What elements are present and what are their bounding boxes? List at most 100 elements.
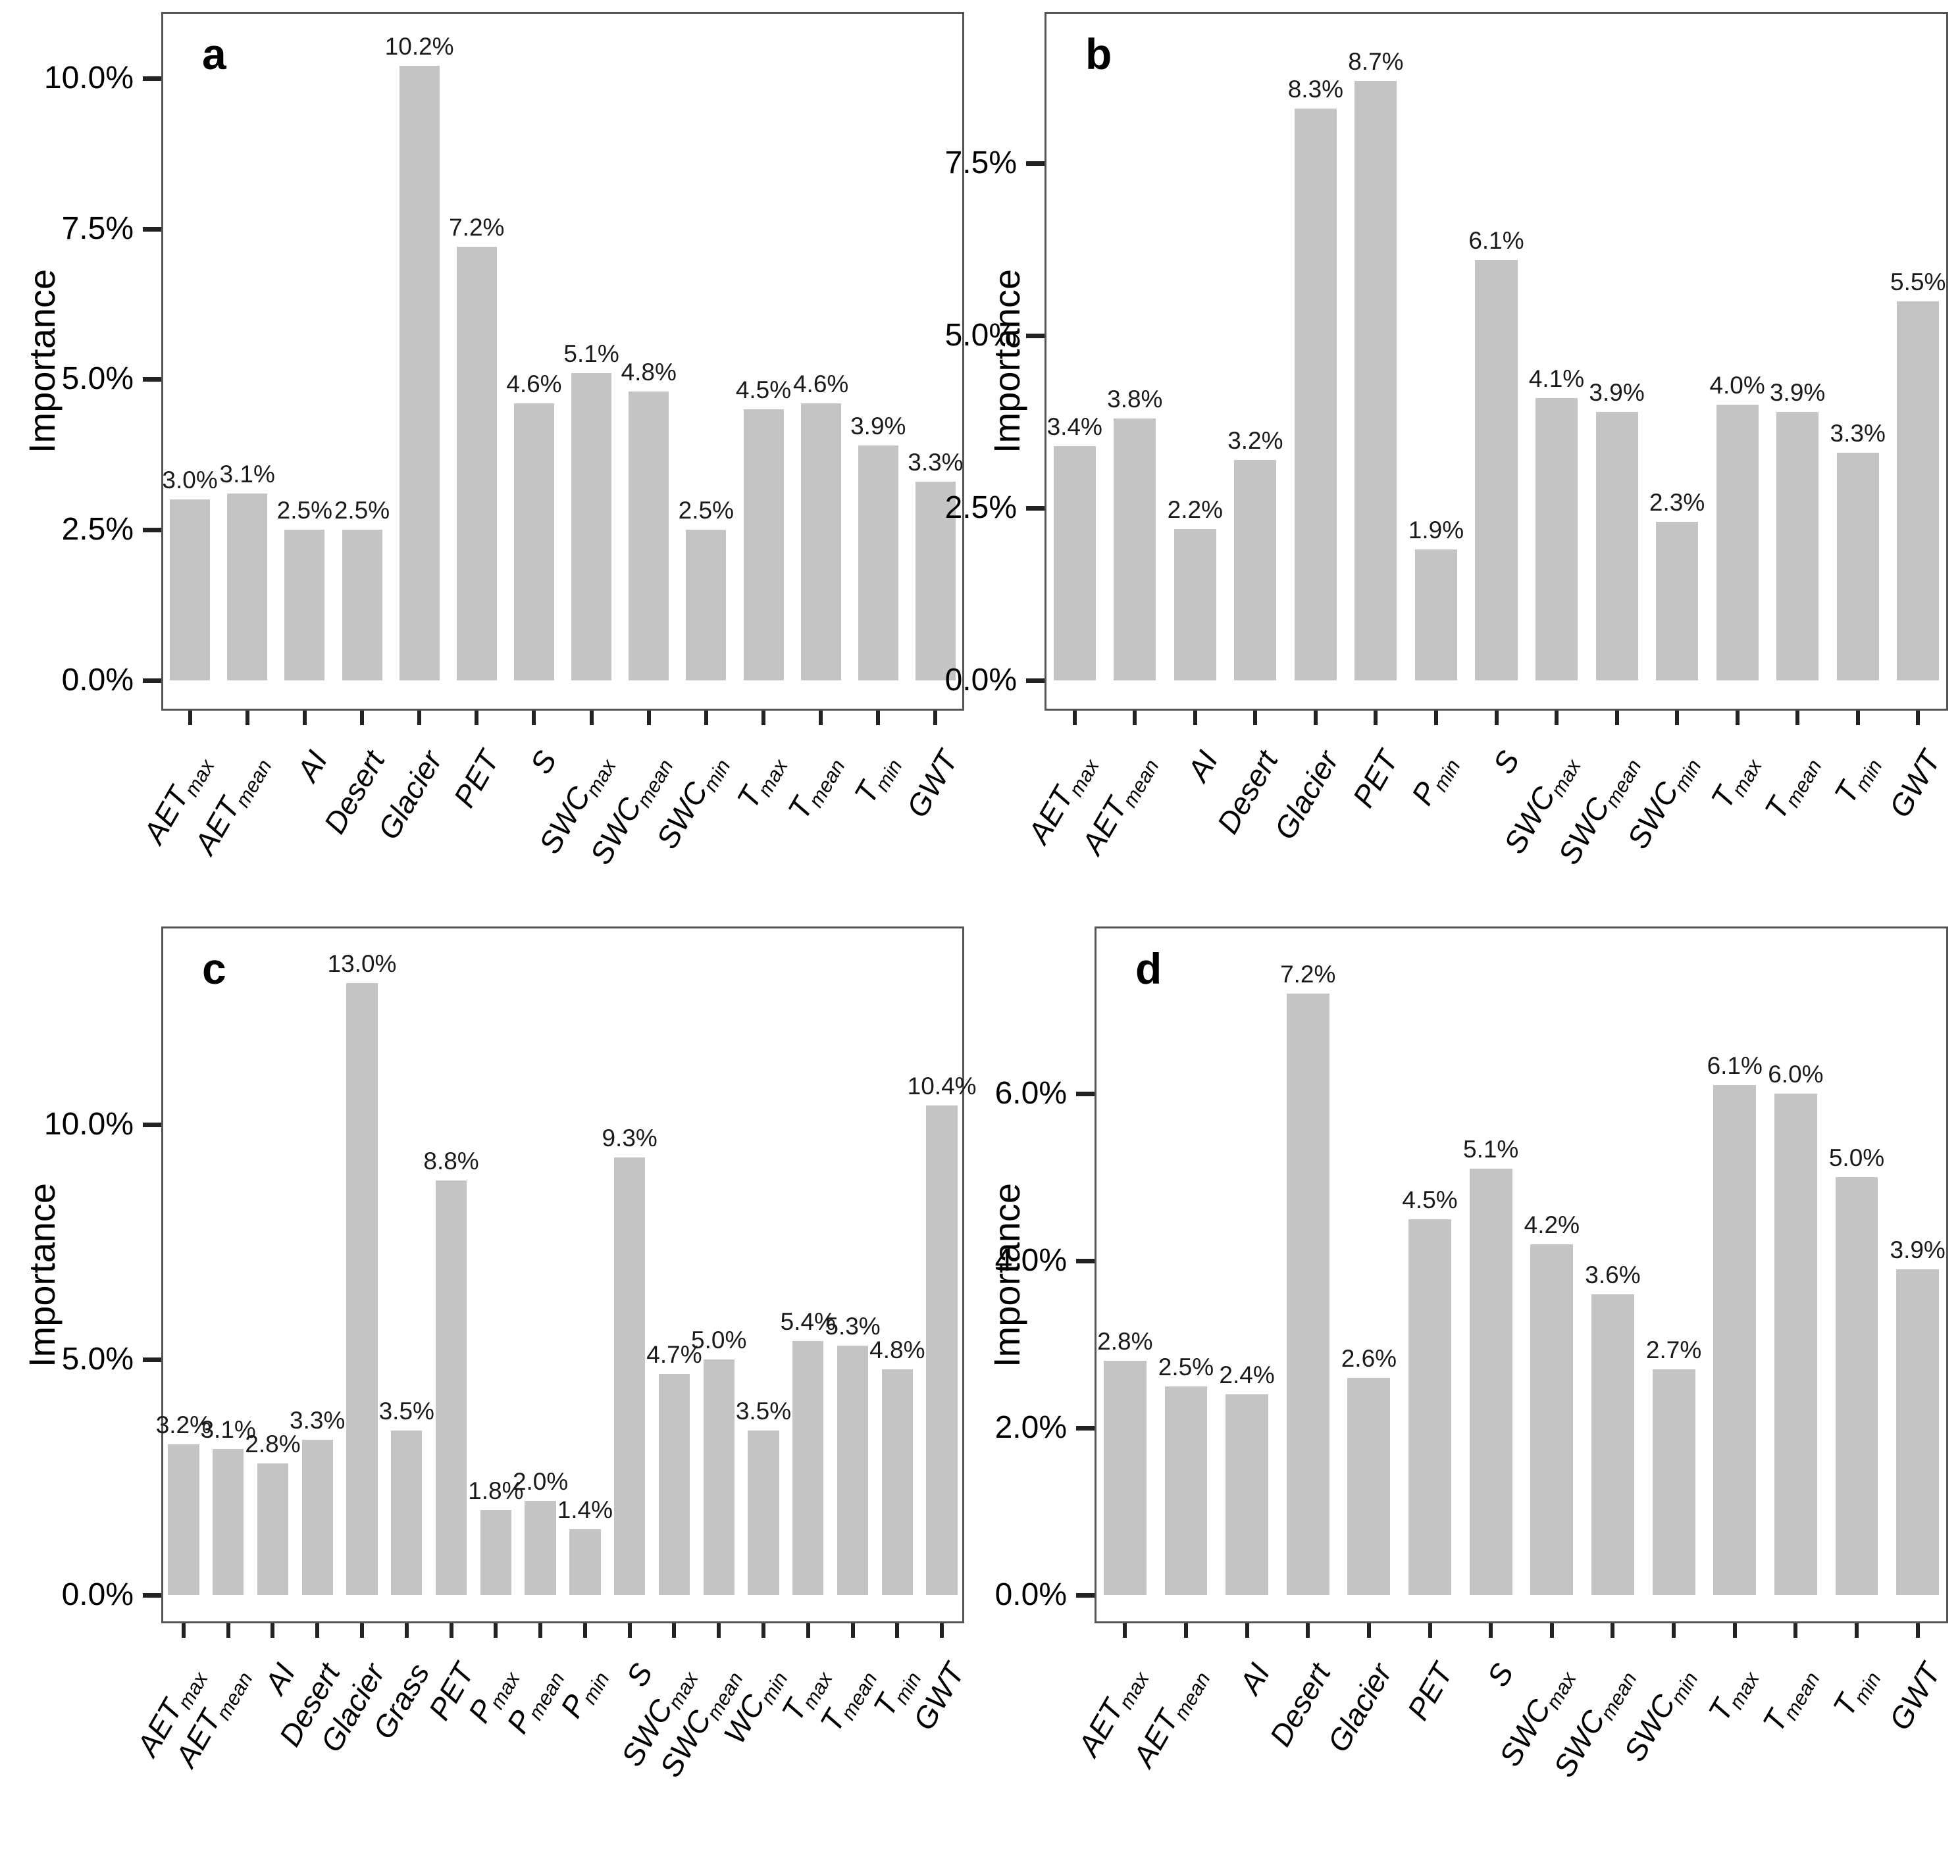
- x-tick-mark: [761, 1623, 765, 1638]
- x-tick-mark: [494, 1623, 498, 1638]
- y-tick-mark: [1026, 506, 1044, 511]
- bar-value-label: 5.1%: [563, 340, 619, 368]
- bar: [513, 403, 554, 680]
- x-tick-mark: [1072, 711, 1077, 725]
- x-tick-mark: [188, 711, 192, 725]
- x-tick-mark: [1306, 1623, 1310, 1638]
- bar-value-label: 6.1%: [1468, 227, 1524, 255]
- bar: [837, 1345, 869, 1595]
- bar: [1347, 1377, 1391, 1595]
- bar-value-label: 10.2%: [384, 33, 454, 61]
- bar-value-label: 2.5%: [1158, 1353, 1214, 1381]
- bar: [748, 1430, 779, 1595]
- x-tick-mark: [1614, 711, 1619, 725]
- x-tick-mark: [672, 1623, 677, 1638]
- x-tick-mark: [1555, 711, 1559, 725]
- x-tick-mark: [404, 1623, 409, 1638]
- bar: [1535, 397, 1578, 680]
- y-tick-mark: [1026, 678, 1044, 683]
- bar: [1896, 1269, 1940, 1595]
- y-tick-label: 5.0%: [944, 318, 1017, 353]
- bar-value-label: 2.8%: [245, 1430, 301, 1458]
- x-tick-mark: [1489, 1623, 1493, 1638]
- bar: [1591, 1294, 1634, 1595]
- bar-value-label: 3.1%: [200, 1416, 256, 1444]
- bar: [435, 1180, 467, 1595]
- bar: [1103, 1361, 1147, 1595]
- x-tick-mark: [245, 711, 249, 725]
- y-tick-mark: [1076, 1092, 1095, 1096]
- bar: [703, 1359, 735, 1595]
- y-tick-mark: [143, 678, 161, 683]
- bar-value-label: 4.7%: [646, 1340, 702, 1368]
- x-tick-mark: [538, 1623, 543, 1638]
- x-tick-mark: [1433, 711, 1438, 725]
- bar-value-label: 4.8%: [621, 358, 677, 386]
- bar-value-label: 8.3%: [1287, 75, 1344, 103]
- x-tick-mark: [1795, 711, 1800, 725]
- x-tick-mark: [1675, 711, 1680, 725]
- bar: [1164, 1386, 1208, 1595]
- bar-value-label: 2.0%: [512, 1467, 569, 1495]
- bar-value-label: 4.5%: [735, 376, 792, 404]
- bar-value-label: 4.8%: [869, 1336, 925, 1363]
- x-tick-mark: [1611, 1623, 1615, 1638]
- bar: [658, 1373, 690, 1595]
- bar: [881, 1369, 914, 1595]
- bar-value-label: 4.1%: [1528, 365, 1585, 392]
- bar-value-label: 6.1%: [1707, 1052, 1763, 1080]
- bar: [686, 530, 727, 680]
- panel-a: a Importance 10.0% 7.5% 5.0% 2.5% 0.0% 3.0% AETm…: [0, 0, 980, 888]
- x-tick-mark: [895, 1623, 900, 1638]
- bar: [1595, 411, 1638, 680]
- bar: [1530, 1244, 1574, 1595]
- y-tick-label: 0.0%: [994, 1577, 1067, 1612]
- bar: [743, 409, 784, 680]
- bar: [346, 982, 378, 1595]
- bar-value-label: 2.7%: [1645, 1336, 1702, 1364]
- x-tick-mark: [181, 1623, 186, 1638]
- bar: [800, 403, 841, 680]
- x-tick-mark: [226, 1623, 230, 1638]
- bar-value-label: 5.3%: [825, 1312, 881, 1340]
- y-tick-mark: [1026, 334, 1044, 339]
- x-tick-mark: [704, 711, 708, 725]
- panel-letter: c: [202, 944, 226, 993]
- x-tick-mark: [1793, 1623, 1798, 1638]
- figure-importance-panels: a Importance 10.0% 7.5% 5.0% 2.5% 0.0% 3.0% AETm…: [0, 0, 1960, 1783]
- bar: [1225, 1394, 1269, 1595]
- y-tick-label: 10.0%: [43, 1106, 134, 1142]
- x-tick-mark: [940, 1623, 944, 1638]
- bar-value-label: 5.1%: [1463, 1136, 1519, 1163]
- x-tick-mark: [589, 711, 594, 725]
- bar: [1475, 260, 1518, 680]
- bar: [1776, 411, 1819, 680]
- bar: [1713, 1085, 1757, 1595]
- x-tick-mark: [1494, 711, 1499, 725]
- bar-value-label: 4.0%: [1709, 372, 1765, 399]
- bar-value-label: 8.8%: [423, 1148, 479, 1175]
- bar-value-label: 3.4%: [1046, 413, 1102, 440]
- bar-value-label: 5.5%: [1890, 268, 1946, 295]
- bar-value-label: 2.5%: [334, 497, 390, 524]
- bar: [257, 1463, 289, 1595]
- y-tick-label: 5.0%: [61, 1342, 134, 1377]
- x-tick-mark: [1732, 1623, 1737, 1638]
- x-tick-mark: [1123, 1623, 1127, 1638]
- bar: [1835, 1177, 1878, 1595]
- bar-value-label: 2.5%: [678, 497, 735, 524]
- x-tick-mark: [761, 711, 765, 725]
- x-tick-mark: [1672, 1623, 1676, 1638]
- bar-value-label: 4.2%: [1524, 1211, 1580, 1238]
- bar: [1652, 1369, 1695, 1595]
- bar-value-label: 3.9%: [1890, 1236, 1946, 1263]
- y-tick-label: 2.0%: [994, 1410, 1067, 1445]
- bar: [480, 1510, 512, 1595]
- bar-value-label: 4.6%: [792, 370, 849, 397]
- panel-b: b Importance 7.5% 5.0% 2.5% 0.0% 3.4% AETmax 3.8…: [945, 0, 1960, 888]
- bar-value-label: 3.6%: [1585, 1261, 1641, 1288]
- x-tick-mark: [876, 711, 881, 725]
- y-tick-mark: [143, 1122, 161, 1127]
- y-tick-label: 5.0%: [61, 361, 134, 397]
- bar-value-label: 7.2%: [449, 213, 505, 241]
